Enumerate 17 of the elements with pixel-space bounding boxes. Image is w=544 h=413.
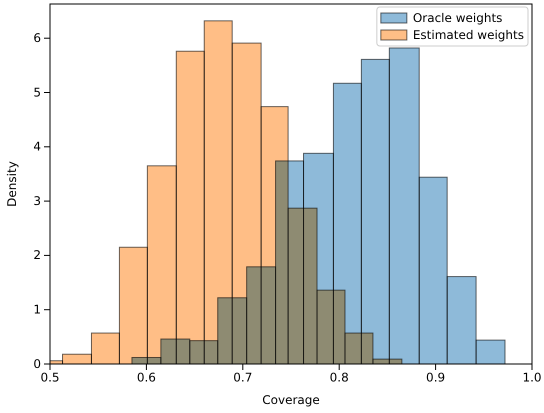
y-tick-label: 4 xyxy=(33,140,41,154)
y-tick-label: 1 xyxy=(33,302,41,317)
y-tick-label: 3 xyxy=(33,194,41,208)
y-tick-label: 5 xyxy=(33,85,41,100)
x-tick-label: 0.9 xyxy=(426,370,446,385)
y-tick-label: 2 xyxy=(33,248,41,262)
legend-label: Estimated weights xyxy=(412,28,524,42)
x-tick-label: 0.6 xyxy=(136,370,156,385)
x-tick-label: 0.5 xyxy=(40,370,60,385)
x-tick-label: 0.7 xyxy=(233,370,252,385)
x-tick-label: 0.8 xyxy=(330,370,349,385)
legend-label: Oracle weights xyxy=(412,11,502,25)
x-axis-title: Coverage xyxy=(262,393,320,407)
y-tick-label: 0 xyxy=(33,356,41,371)
x-tick-label: 1.0 xyxy=(522,370,542,385)
y-axis-title: Density xyxy=(5,161,19,207)
y-tick-label: 6 xyxy=(33,31,41,46)
